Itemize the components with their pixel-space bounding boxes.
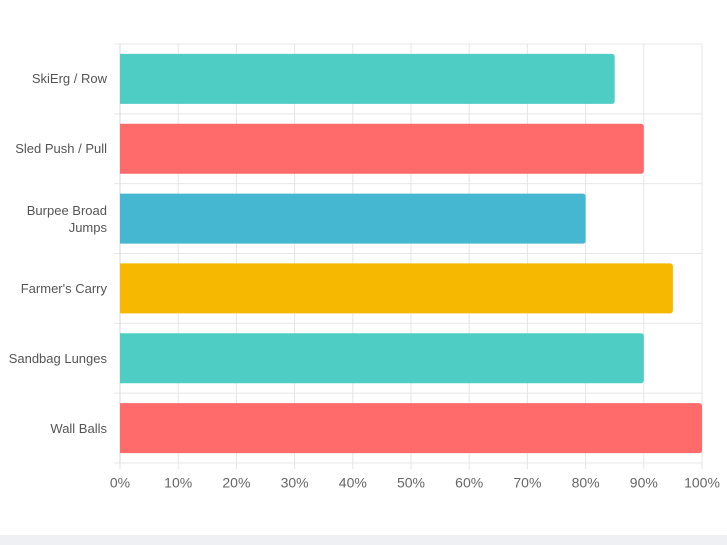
bar — [120, 333, 644, 384]
y-tick-label: Sled Push / Pull — [15, 141, 107, 157]
bar — [120, 263, 673, 314]
x-tick-label: 70% — [513, 474, 541, 490]
bar — [120, 403, 702, 454]
x-tick-label: 50% — [397, 474, 425, 490]
y-tick-label: Sandbag Lunges — [8, 350, 107, 366]
y-tick-label: Burpee Broad Jumps — [26, 202, 107, 235]
bar — [120, 193, 586, 244]
bar — [120, 53, 615, 104]
x-tick-label: 90% — [630, 474, 658, 490]
x-tick-label: 30% — [281, 474, 309, 490]
bar — [120, 123, 644, 174]
x-tick-label: 0% — [110, 474, 130, 490]
x-tick-label: 80% — [572, 474, 600, 490]
x-tick-label: 100% — [684, 474, 720, 490]
y-tick-label: Wall Balls — [50, 420, 107, 436]
x-tick-label: 60% — [455, 474, 483, 490]
x-tick-label: 40% — [339, 474, 367, 490]
y-tick-label: SkiErg / Row — [31, 71, 107, 87]
footer-strip — [0, 535, 727, 545]
y-tick-label: Farmer's Carry — [20, 280, 107, 296]
x-tick-label: 10% — [164, 474, 192, 490]
x-tick-label: 20% — [222, 474, 250, 490]
